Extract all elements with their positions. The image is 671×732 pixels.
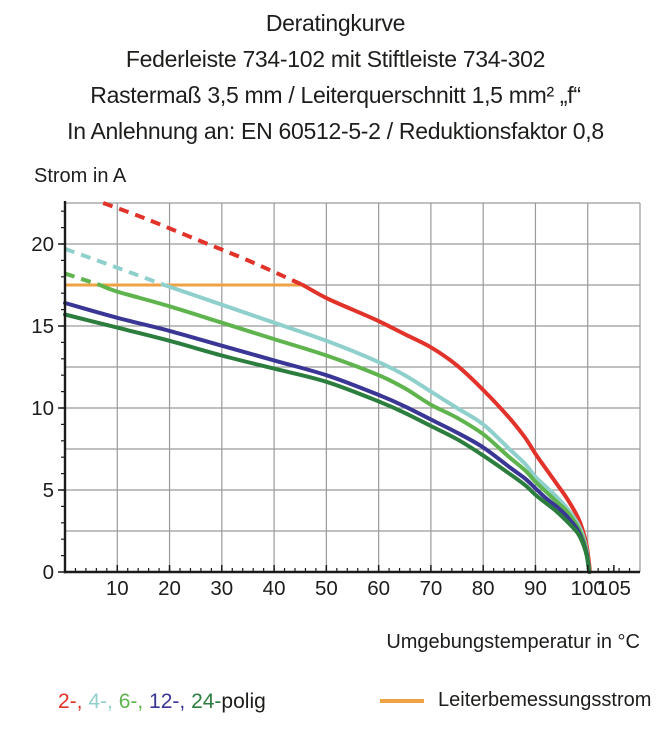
x-axis-title: Umgebungstemperatur in °C [386,631,640,653]
legend-pole-suffix: polig [221,690,266,713]
y-tick-label: 15 [31,315,54,338]
curve-4-polig-dashed [64,247,165,287]
curve-6-polig-dashed [64,271,101,287]
curve-4-polig [162,283,592,574]
y-tick-label: 0 [43,561,54,584]
x-tick-label: 90 [524,577,547,600]
y-axis-title: Strom in A [34,165,127,187]
title-line-4: In Anlehnung an: EN 60512-5-2 / Reduktio… [67,118,604,144]
title-line-1: Deratingkurve [265,10,406,36]
x-tick-label: 40 [263,577,286,600]
x-tick-label: 30 [210,577,233,600]
title-line-3: Rastermaß 3,5 mm / Leiterquerschnitt 1,5… [90,82,581,108]
y-tick-label: 20 [31,233,54,256]
x-tick-label: 60 [367,577,390,600]
x-tick-label: 50 [315,577,338,600]
rated-current-label: Leiterbemessungsstrom [438,689,652,711]
legend-rated-current: Leiterbemessungsstrom [380,689,651,712]
y-tick-label: 10 [31,397,54,420]
x-tick-label: 70 [420,577,443,600]
x-tick-label: 80 [472,577,495,600]
y-tick-label: 5 [43,479,54,502]
legend-pole-item: 6-, [118,690,150,713]
curve-2-polig-dashed [102,201,304,287]
x-tick-label: 100 [571,577,605,600]
x-tick-label: 10 [106,577,129,600]
legend-pole-list: 2-, 4-, 6-, 12-, 24-polig [58,690,266,714]
title-line-2: Federleiste 734-102 mit Stiftleiste 734-… [125,46,546,72]
legend-pole-item: 4-, [88,690,119,713]
x-tick-label: 20 [158,577,181,600]
rated-current-swatch [380,698,424,703]
legend-pole-item: 12-, [149,690,192,713]
legend-pole-item: 2-, [58,690,89,713]
x-tick-label: 105 [597,577,631,600]
legend-pole-item: 24- [191,690,222,713]
page-title: Deratingkurve Federleiste 734-102 mit St… [0,5,671,149]
curve-24-polig [63,312,592,574]
curve-12-polig [63,301,592,574]
